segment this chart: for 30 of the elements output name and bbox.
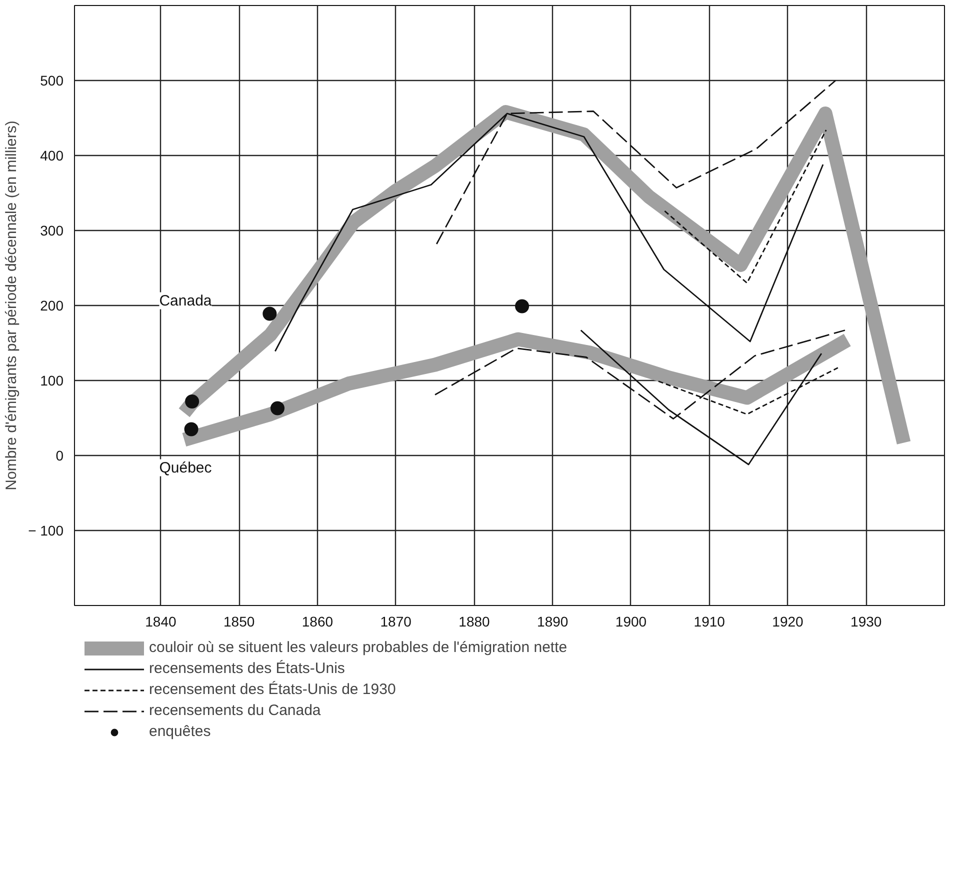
x-tick-label: 1840 [145,614,176,630]
legend-label: enquêtes [149,723,211,740]
y-tick-label: 300 [40,222,64,238]
y-axis-title: Nombre d'émigrants par période décennale (en milliers) [3,120,20,490]
y-tick-label: 200 [40,298,64,314]
x-tick-label: 1880 [458,614,490,630]
point [515,299,530,314]
legend-label: recensement des États-Unis de 1930 [149,681,396,698]
y-tick-label: 400 [40,148,64,164]
y-tick-label: 0 [56,448,64,464]
x-tick-label: 1900 [615,614,647,630]
legend-label: recensements du Canada [149,702,321,719]
x-tick-label: 1890 [537,614,568,630]
y-tick-label: 100 [40,372,64,388]
point [184,422,198,436]
x-tick-label: 1910 [694,614,726,630]
point [262,306,277,321]
point [185,394,200,408]
y-tick-label: 500 [40,72,64,88]
annotation: Canada [159,292,212,310]
point [270,401,284,416]
x-tick-label: 1870 [380,614,412,630]
x-tick-label: 1930 [850,614,882,630]
x-tick-label: 1920 [772,614,804,630]
x-tick-label: 1860 [302,614,334,630]
legend-label: recensements des États-Unis [149,660,345,677]
annotation: Québec [159,459,212,476]
x-tick-label: 1850 [224,614,255,630]
legend-label: couloir où se situent les valeurs probables de l'émigration nette [149,639,568,656]
y-tick-label: − 100 [28,522,64,538]
